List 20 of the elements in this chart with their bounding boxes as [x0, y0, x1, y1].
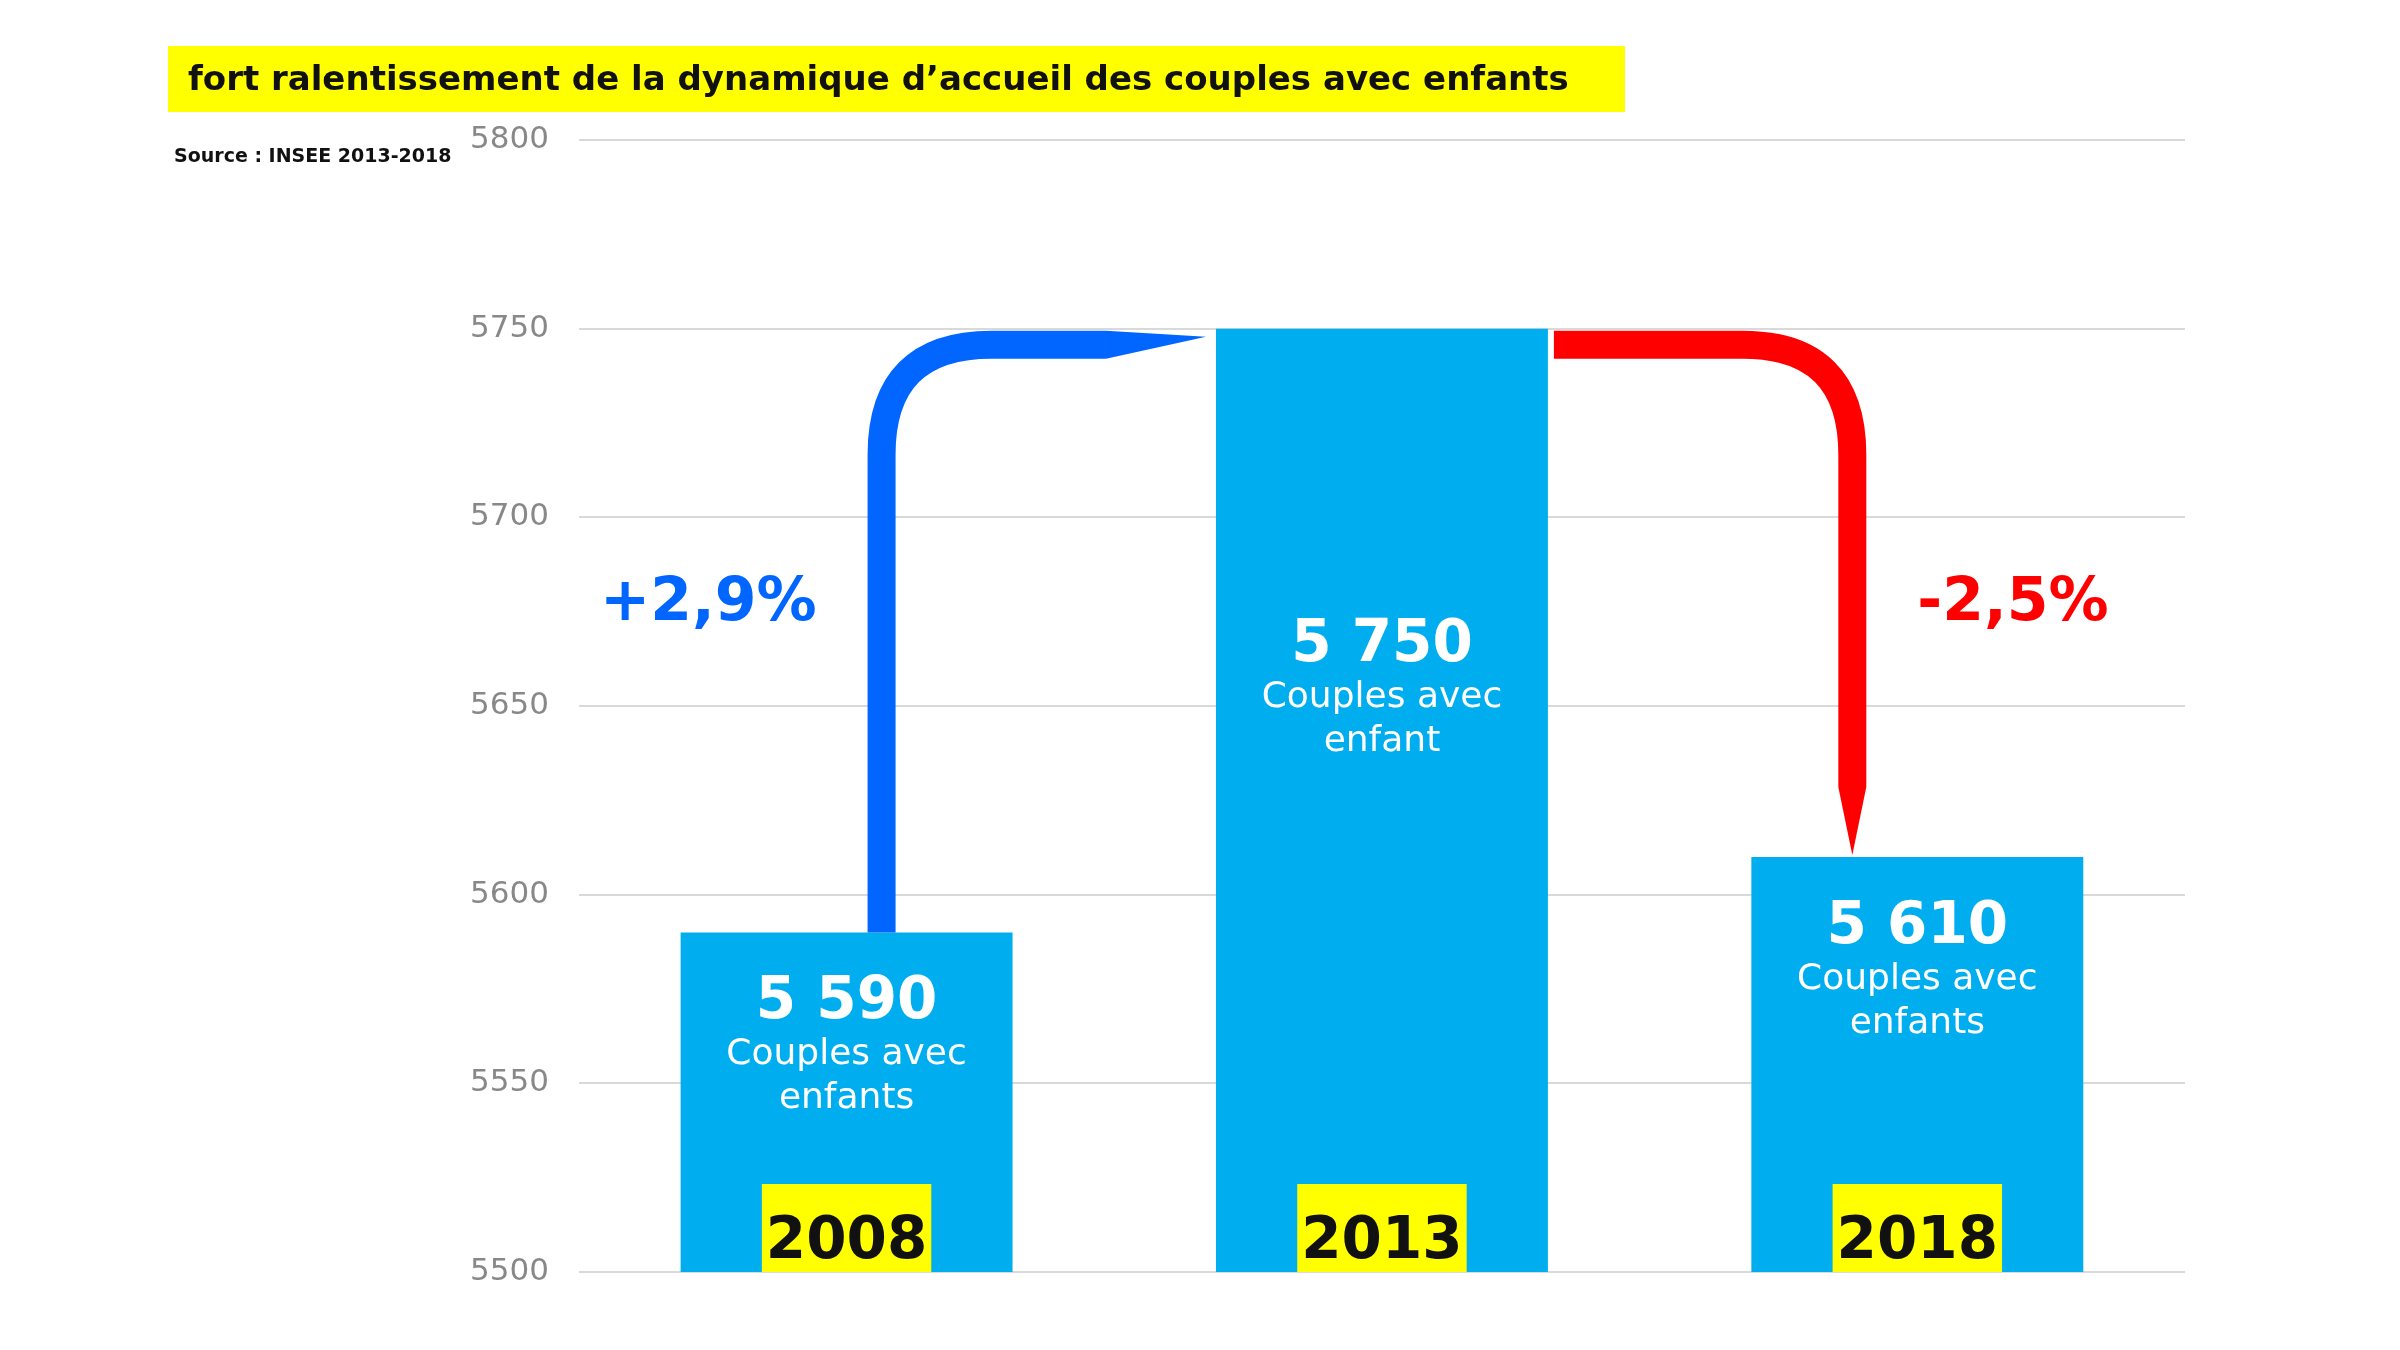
annotation: Couples avec enfants: [726, 1031, 967, 1117]
annotation: Couples avec enfant: [1261, 673, 1503, 759]
annotation: -2,5%: [1917, 563, 2109, 634]
x-tick-label: 2013: [1301, 1204, 1463, 1272]
y-tick-label: 5600: [469, 873, 549, 910]
chart-title: fort ralentissement de la dynamique d’accueil des couples avec enfants: [168, 46, 1625, 112]
x-tick-label: 2018: [1836, 1204, 1999, 1272]
y-tick-label: 5750: [469, 307, 549, 344]
data-label: 5 590: [755, 964, 938, 1033]
data-label: 5 610: [1826, 888, 2009, 957]
annotation: Couples avec enfants: [1797, 955, 2038, 1041]
annotation: +2,9%: [599, 563, 817, 634]
y-tick-label: 5550: [469, 1062, 549, 1099]
y-tick-label: 5650: [469, 685, 549, 722]
x-tick-label: 2008: [765, 1204, 928, 1272]
y-tick-label: 5800: [469, 119, 549, 156]
y-tick-label: 5500: [469, 1251, 549, 1288]
source-note: Source : INSEE 2013-2018: [174, 144, 452, 166]
y-tick-label: 5700: [469, 496, 549, 533]
data-label: 5 750: [1291, 606, 1473, 675]
